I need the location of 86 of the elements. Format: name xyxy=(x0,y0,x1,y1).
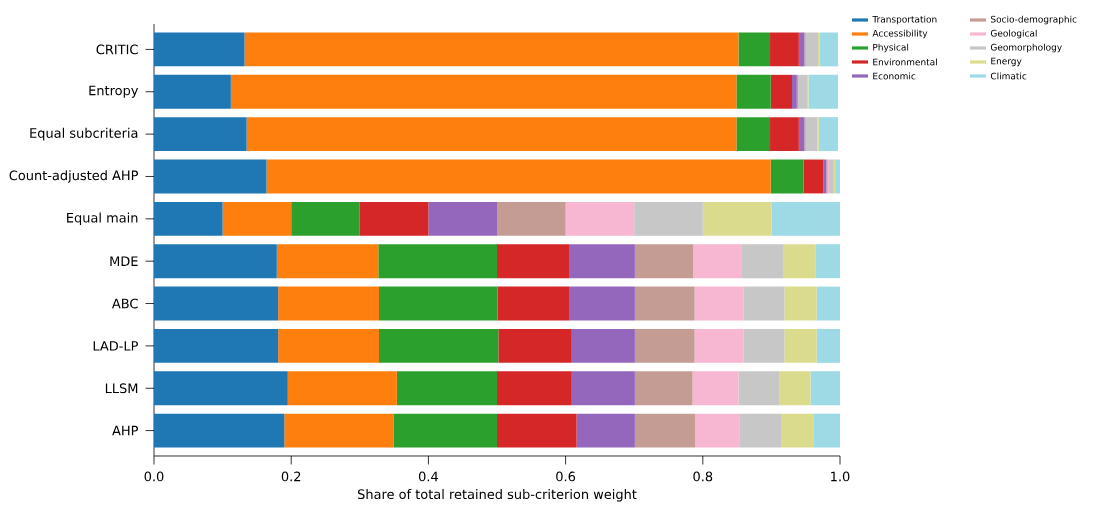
bar xyxy=(291,201,360,236)
bar xyxy=(791,74,797,109)
bar xyxy=(808,74,838,109)
bar xyxy=(738,371,780,406)
bar xyxy=(634,413,696,448)
bar xyxy=(396,371,497,406)
bar xyxy=(154,413,285,448)
bar xyxy=(739,413,782,448)
bar xyxy=(571,371,635,406)
bar xyxy=(497,413,577,448)
bar xyxy=(266,159,771,194)
bar xyxy=(154,328,279,363)
bar xyxy=(783,244,816,279)
bar xyxy=(379,328,499,363)
bar xyxy=(576,413,635,448)
bar xyxy=(246,117,737,152)
bar xyxy=(278,286,380,321)
bar xyxy=(770,159,804,194)
bar xyxy=(694,328,744,363)
bar xyxy=(693,244,742,279)
bar xyxy=(770,32,799,67)
bar xyxy=(565,201,635,236)
bar xyxy=(497,286,570,321)
bar xyxy=(784,328,817,363)
bar xyxy=(779,371,811,406)
bar xyxy=(497,244,570,279)
bar xyxy=(244,32,739,67)
bar xyxy=(805,32,819,67)
bar xyxy=(379,286,498,321)
bar xyxy=(692,371,739,406)
bar xyxy=(798,117,805,152)
bar xyxy=(359,201,429,236)
bar xyxy=(741,244,784,279)
bar xyxy=(278,328,380,363)
bar xyxy=(835,159,841,194)
bar xyxy=(736,117,771,152)
bar xyxy=(738,32,771,67)
bar xyxy=(276,244,379,279)
bar xyxy=(798,32,805,67)
bar xyxy=(770,74,792,109)
bar xyxy=(284,413,394,448)
bar xyxy=(810,371,841,406)
bar xyxy=(798,74,808,109)
bar xyxy=(634,201,703,236)
bar xyxy=(813,413,841,448)
bar xyxy=(784,286,817,321)
bar xyxy=(819,32,838,67)
bar xyxy=(154,32,245,67)
bar xyxy=(498,328,572,363)
bar xyxy=(571,328,635,363)
bar xyxy=(770,117,799,152)
bar xyxy=(378,244,497,279)
bar xyxy=(634,286,695,321)
bar xyxy=(154,201,223,236)
bar xyxy=(771,201,841,236)
bar xyxy=(154,286,279,321)
bar xyxy=(695,413,740,448)
bar xyxy=(393,413,497,448)
bar xyxy=(222,201,292,236)
bar xyxy=(154,371,288,406)
bar xyxy=(816,286,841,321)
bar xyxy=(569,244,635,279)
bar xyxy=(818,117,838,152)
bar xyxy=(781,413,814,448)
bar xyxy=(634,328,695,363)
bar xyxy=(154,117,247,152)
bar xyxy=(634,371,693,406)
bar xyxy=(154,159,267,194)
bar xyxy=(815,244,841,279)
bar xyxy=(702,201,772,236)
bar xyxy=(154,244,277,279)
bar xyxy=(803,159,824,194)
bar xyxy=(497,371,572,406)
bar xyxy=(743,328,785,363)
bar xyxy=(428,201,497,236)
bar xyxy=(230,74,737,109)
bar xyxy=(816,328,841,363)
bar xyxy=(154,74,231,109)
bar xyxy=(569,286,635,321)
bar xyxy=(694,286,744,321)
bar xyxy=(805,117,818,152)
bar xyxy=(634,244,694,279)
bar xyxy=(736,74,771,109)
bar xyxy=(287,371,397,406)
bar xyxy=(497,201,566,236)
bar xyxy=(743,286,785,321)
